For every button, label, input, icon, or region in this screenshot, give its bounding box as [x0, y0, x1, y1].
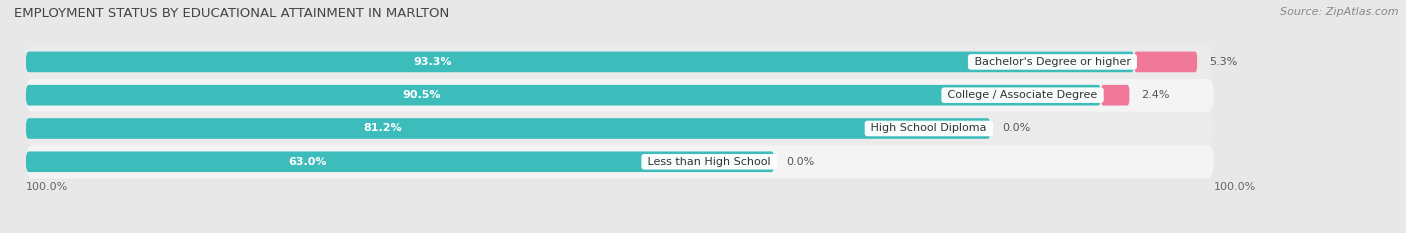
Text: Bachelor's Degree or higher: Bachelor's Degree or higher — [970, 57, 1135, 67]
FancyBboxPatch shape — [25, 51, 1135, 72]
FancyBboxPatch shape — [25, 45, 1213, 79]
Text: Less than High School: Less than High School — [644, 157, 775, 167]
Text: 0.0%: 0.0% — [786, 157, 814, 167]
Text: 100.0%: 100.0% — [25, 182, 67, 192]
Text: 5.3%: 5.3% — [1209, 57, 1237, 67]
Text: Source: ZipAtlas.com: Source: ZipAtlas.com — [1281, 7, 1399, 17]
FancyBboxPatch shape — [25, 79, 1213, 112]
Text: 100.0%: 100.0% — [1213, 182, 1256, 192]
Text: 93.3%: 93.3% — [413, 57, 453, 67]
FancyBboxPatch shape — [25, 112, 1213, 145]
Text: 63.0%: 63.0% — [288, 157, 326, 167]
FancyBboxPatch shape — [25, 118, 990, 139]
Text: 0.0%: 0.0% — [1002, 123, 1031, 134]
FancyBboxPatch shape — [1135, 51, 1197, 72]
Text: 81.2%: 81.2% — [364, 123, 402, 134]
Text: College / Associate Degree: College / Associate Degree — [945, 90, 1101, 100]
Text: EMPLOYMENT STATUS BY EDUCATIONAL ATTAINMENT IN MARLTON: EMPLOYMENT STATUS BY EDUCATIONAL ATTAINM… — [14, 7, 450, 20]
Text: 2.4%: 2.4% — [1142, 90, 1170, 100]
FancyBboxPatch shape — [1101, 85, 1129, 106]
FancyBboxPatch shape — [25, 145, 1213, 178]
FancyBboxPatch shape — [25, 151, 775, 172]
Text: High School Diploma: High School Diploma — [868, 123, 990, 134]
Text: 90.5%: 90.5% — [402, 90, 440, 100]
FancyBboxPatch shape — [25, 85, 1101, 106]
